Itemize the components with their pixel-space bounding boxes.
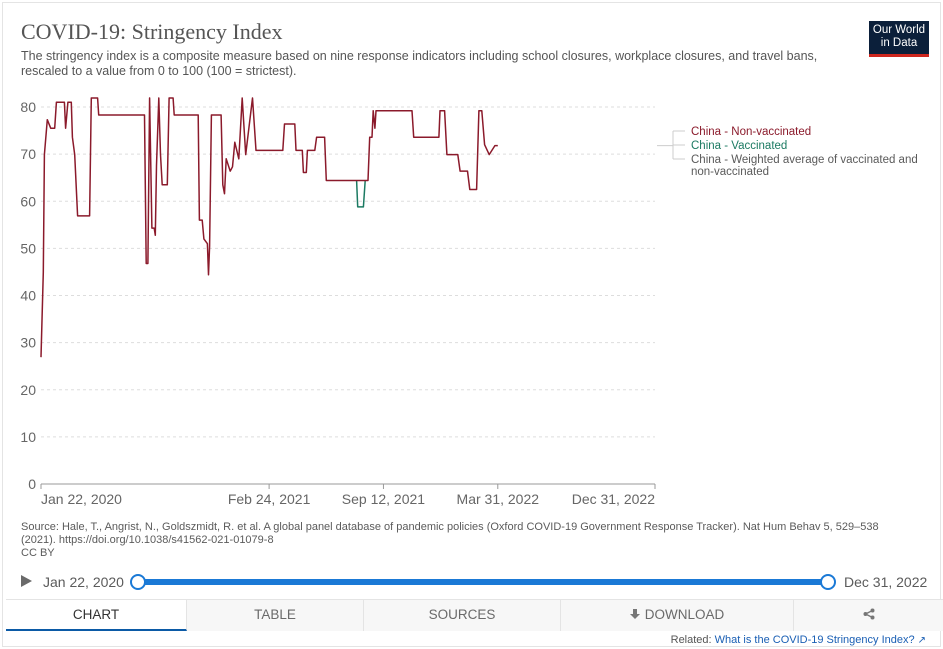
chart-subtitle: The stringency index is a composite meas… xyxy=(21,49,818,78)
timeline-start-label: Jan 22, 2020 xyxy=(43,574,124,590)
tab-download[interactable]: Download xyxy=(561,600,794,631)
external-link-icon: ↗ xyxy=(917,635,926,646)
series-line-non-vaccinated xyxy=(40,97,498,358)
related-link[interactable]: What is the COVID-19 Stringency Index? xyxy=(714,634,915,646)
logo-line2: in Data xyxy=(880,37,918,49)
tab-sources[interactable]: Sources xyxy=(364,600,561,631)
y-tick-label: 40 xyxy=(20,288,36,304)
source-text: Source: Hale, T., Angrist, N., Goldszmid… xyxy=(21,521,879,546)
stringency-line-chart[interactable]: 0 10 20 30 40 50 60 70 80 Jan 22, 2020 Feb 24, 202… xyxy=(3,93,942,513)
owid-logo[interactable]: Our World in Data xyxy=(869,21,929,57)
x-tick-label: Feb 24, 2021 xyxy=(228,491,311,507)
related-prefix: Related: xyxy=(670,634,712,646)
source-note: Source: Hale, T., Angrist, N., Goldszmid… xyxy=(21,521,881,560)
download-icon xyxy=(629,609,640,620)
y-tick-label: 70 xyxy=(20,146,36,162)
y-tick-label: 0 xyxy=(28,476,36,492)
tab-download-label: Download xyxy=(644,607,725,622)
y-tick-label: 80 xyxy=(20,99,36,115)
x-tick-label: Jan 22, 2020 xyxy=(41,491,122,507)
legend-item-vaccinated: China - Vaccinated xyxy=(691,140,787,152)
series-line-vaccinated xyxy=(355,180,366,208)
logo-line1: Our World xyxy=(872,24,926,36)
y-tick-label: 10 xyxy=(20,429,36,445)
page-title: COVID-19: Stringency Index xyxy=(21,19,283,44)
y-tick-label: 30 xyxy=(20,335,36,351)
legend-item-weighted-average: China - Weighted average of vaccinated a… xyxy=(691,154,918,178)
share-icon xyxy=(863,608,874,620)
legend-item-non-vaccinated: China - Non-vaccinated xyxy=(691,126,811,138)
play-icon[interactable] xyxy=(21,575,32,587)
x-tick-label: Sep 12, 2021 xyxy=(342,491,426,507)
timeline-start-handle[interactable] xyxy=(130,574,146,590)
tab-share[interactable] xyxy=(794,600,943,631)
x-tick-label: Mar 31, 2022 xyxy=(457,491,540,507)
y-tick-label: 20 xyxy=(20,382,36,398)
tab-bar: Chart Table Sources Download xyxy=(6,599,943,631)
x-tick-label: Dec 31, 2022 xyxy=(572,491,655,507)
y-tick-label: 60 xyxy=(20,193,36,209)
tab-chart[interactable]: Chart xyxy=(6,600,187,631)
timeline-end-handle[interactable] xyxy=(820,574,836,590)
timeline-track[interactable] xyxy=(139,579,829,585)
y-tick-label: 50 xyxy=(20,240,36,256)
license-text: CC BY xyxy=(21,547,55,559)
related-link-row: Related: What is the COVID-19 Stringency… xyxy=(671,634,926,646)
tab-table[interactable]: Table xyxy=(187,600,364,631)
timeline-end-label: Dec 31, 2022 xyxy=(844,574,928,590)
timeline-slider: Jan 22, 2020 Dec 31, 2022 xyxy=(21,571,936,593)
